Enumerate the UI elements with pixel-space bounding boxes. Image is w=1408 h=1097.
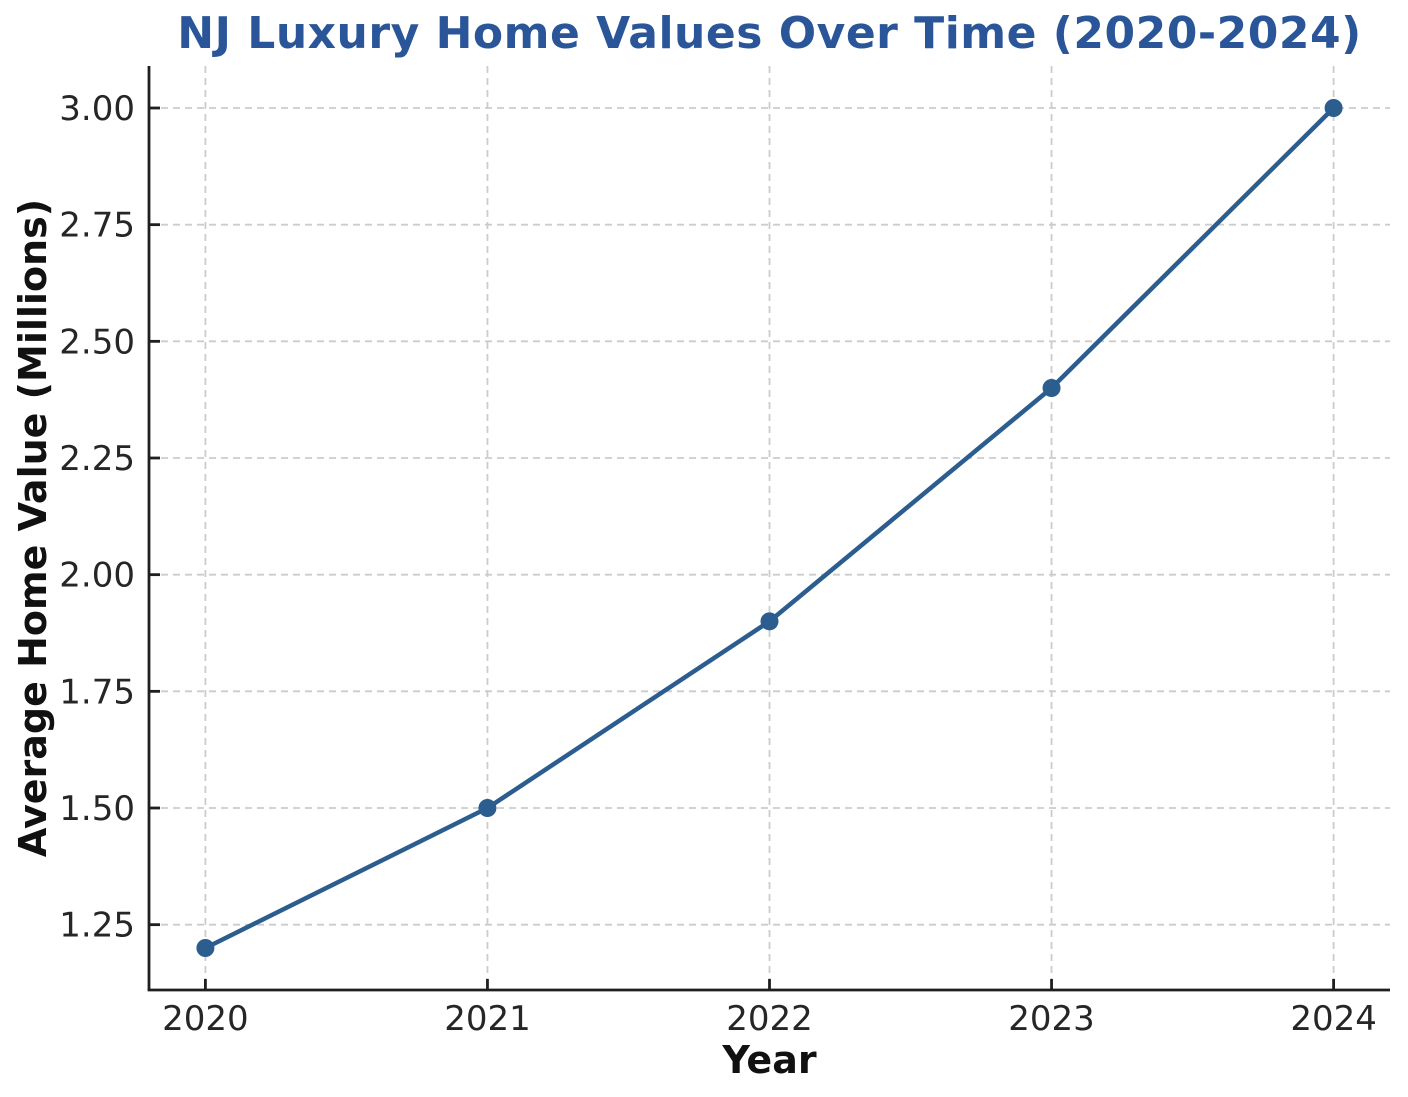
x-axis-label: Year [722, 1038, 817, 1082]
data-point [760, 612, 779, 631]
x-tick-label: 2023 [1008, 999, 1095, 1039]
x-tick-label: 2021 [444, 999, 531, 1039]
x-tick-label: 2020 [162, 999, 249, 1039]
y-tick-label: 2.25 [59, 439, 135, 479]
y-tick-label: 2.00 [59, 556, 135, 596]
data-point [478, 799, 497, 817]
data-point [196, 939, 215, 957]
data-point [1324, 99, 1343, 117]
y-tick-label: 1.75 [59, 672, 135, 712]
x-tick-label: 2024 [1290, 999, 1377, 1039]
x-tick-label: 2022 [726, 999, 813, 1039]
y-tick-label: 3.00 [59, 89, 135, 129]
data-point [1042, 379, 1061, 397]
y-tick-label: 1.25 [59, 906, 135, 946]
y-axis-label: Average Home Value (Millions) [11, 198, 55, 858]
y-tick-label: 1.50 [59, 789, 135, 829]
chart-title: NJ Luxury Home Values Over Time (2020-20… [177, 8, 1362, 59]
y-tick-label: 2.75 [59, 206, 135, 246]
y-tick-label: 2.50 [59, 322, 135, 362]
